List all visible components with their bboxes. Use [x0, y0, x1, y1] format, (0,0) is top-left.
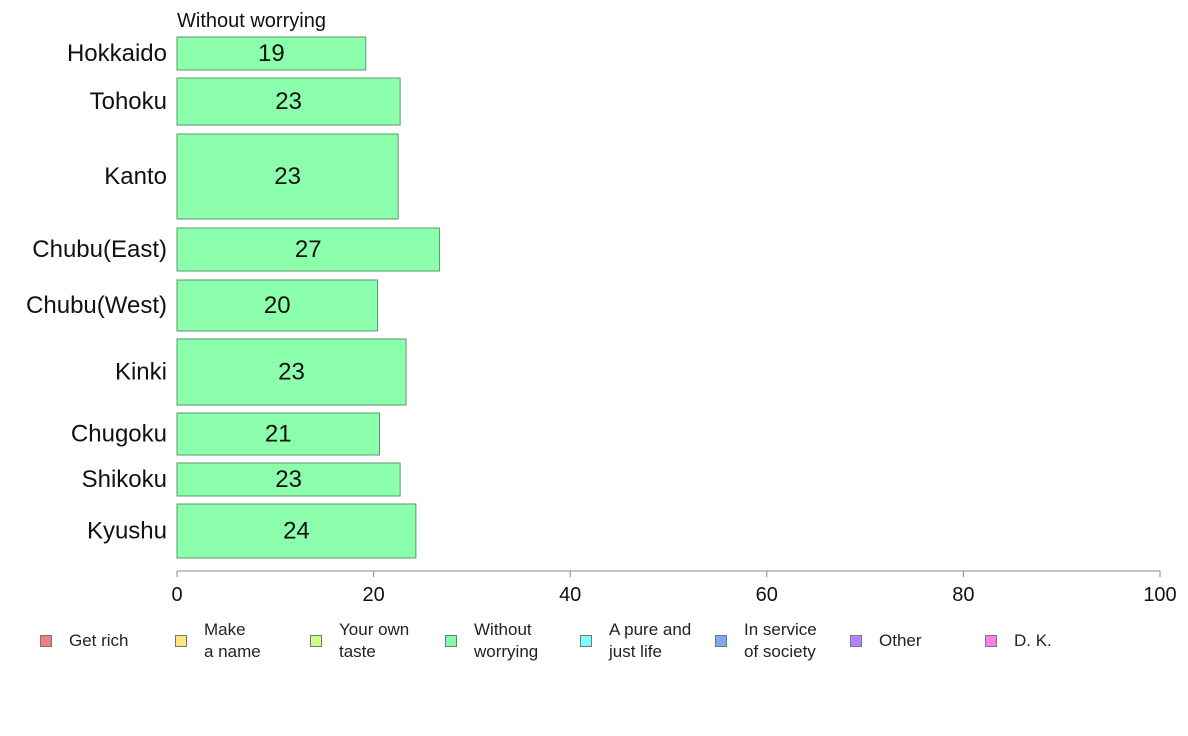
category-label: Hokkaido: [67, 40, 167, 67]
legend-swatch: [985, 635, 997, 647]
data-label: 23: [275, 88, 302, 115]
legend-item: Without worrying: [445, 618, 538, 664]
legend-item: In service of society: [715, 618, 817, 664]
category-label: Tohoku: [90, 88, 167, 115]
data-label: 19: [258, 40, 285, 67]
bar: [176, 227, 440, 272]
bar: [176, 412, 380, 456]
data-label: 20: [264, 292, 291, 319]
legend-label: Your own taste: [339, 620, 410, 661]
category-label: Kinki: [115, 359, 167, 386]
data-label: 23: [278, 359, 305, 386]
bar: [176, 133, 399, 220]
x-tick-label: 20: [362, 584, 384, 606]
legend-label: D. K.: [1014, 631, 1052, 650]
bar: [176, 338, 407, 406]
x-tick-label: 100: [1143, 584, 1176, 606]
data-label: 23: [274, 163, 301, 190]
legend-item: Make a name: [175, 618, 261, 664]
legend-label: Without worrying: [474, 620, 539, 661]
legend-swatch: [850, 635, 862, 647]
category-label: Kyushu: [87, 518, 167, 545]
category-label: Kanto: [104, 163, 167, 190]
legend-swatch: [40, 635, 52, 647]
category-label: Chubu(West): [26, 292, 167, 319]
legend-label: Make a name: [204, 620, 261, 661]
legend-item: Your own taste: [310, 618, 409, 664]
legend-swatch: [445, 635, 457, 647]
bar: [176, 462, 401, 497]
bar: [176, 36, 367, 71]
data-label: 21: [265, 421, 292, 448]
x-tick-label: 40: [559, 584, 581, 606]
legend-label: Get rich: [69, 631, 129, 650]
legend-item: Other: [850, 618, 922, 664]
x-tick-label: 60: [756, 584, 778, 606]
category-label: Chubu(East): [32, 236, 167, 263]
legend-item: A pure and just life: [580, 618, 691, 664]
bar-chart: Without worrying Hokkaido 19 Tohoku 23 Kanto 2…: [26, 10, 1177, 606]
data-label: 23: [275, 466, 302, 493]
legend-swatch: [310, 635, 322, 647]
legend-label: Other: [879, 631, 922, 650]
data-label: 27: [295, 236, 322, 263]
x-tick-label: 80: [952, 584, 974, 606]
bar: [176, 77, 401, 126]
bar: [176, 279, 379, 332]
panel-label: Without worrying: [177, 10, 326, 32]
legend-item: D. K.: [985, 618, 1052, 664]
x-tick-label: 0: [171, 584, 182, 606]
legend-swatch: [580, 635, 592, 647]
legend-label: In service of society: [744, 620, 817, 661]
category-label: Chugoku: [71, 421, 167, 448]
bar: [176, 503, 417, 559]
legend-swatch: [715, 635, 727, 647]
legend-swatch: [175, 635, 187, 647]
category-label: Shikoku: [82, 466, 167, 493]
legend-item: Get rich: [40, 618, 129, 664]
data-label: 24: [283, 518, 310, 545]
legend-label: A pure and just life: [609, 620, 692, 661]
legend: Get rich Make a name Your own taste Without…: [0, 618, 1188, 668]
